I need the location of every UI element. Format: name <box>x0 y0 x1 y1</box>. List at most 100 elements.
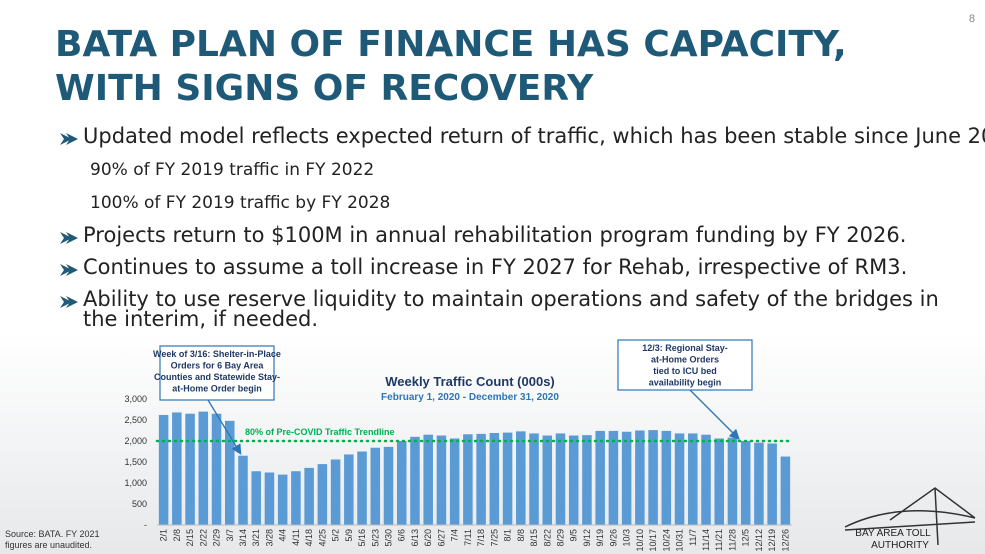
bullet-text: Projects return to $100M in annual rehab… <box>83 223 906 247</box>
annotation-text: availability begin <box>649 378 722 388</box>
bar <box>489 433 500 525</box>
annotation-text: Week of 3/16: Shelter-in-Place <box>153 349 281 359</box>
x-tick-label: 8/15 <box>529 529 539 547</box>
x-tick-label: 3/28 <box>264 529 274 547</box>
bar <box>410 436 420 525</box>
x-tick-label: 9/5 <box>569 529 579 542</box>
bar <box>224 420 235 525</box>
bar <box>476 433 486 525</box>
bar <box>291 471 301 525</box>
title: BATA PLAN OF FINANCE HAS CAPACITY, <box>55 24 847 65</box>
x-tick-label: 8/8 <box>516 529 526 542</box>
x-tick-label: 9/12 <box>582 529 592 547</box>
x-tick-label: 2/8 <box>172 529 182 542</box>
bar <box>277 474 288 525</box>
bar <box>357 451 367 525</box>
x-tick-label: 2/1 <box>159 529 169 542</box>
page-number: 8 <box>969 13 975 25</box>
bar <box>198 411 209 525</box>
x-tick-label: 2/22 <box>198 529 208 547</box>
x-tick-label: 7/25 <box>489 529 499 547</box>
bullet-icon <box>60 296 78 308</box>
sub-bullet-text: 90% of FY 2019 traffic in FY 2022 <box>90 160 374 180</box>
bar <box>780 456 791 525</box>
x-tick-label: 10/3 <box>622 529 632 547</box>
bar <box>701 434 711 525</box>
bar <box>317 464 328 525</box>
bar <box>449 438 460 525</box>
bar <box>688 433 698 525</box>
bar <box>463 434 473 525</box>
x-tick-label: 5/16 <box>357 529 367 547</box>
annotation-text: Orders for 6 Bay Area <box>171 361 265 371</box>
bar <box>264 472 275 525</box>
bar <box>568 435 579 525</box>
x-tick-label: 8/29 <box>555 529 565 547</box>
x-tick-label: 5/2 <box>331 529 341 542</box>
x-tick-label: 10/31 <box>675 529 685 552</box>
y-tick-label: 2,000 <box>124 436 147 446</box>
bar <box>436 435 447 525</box>
x-tick-label: 9/26 <box>608 529 618 547</box>
bar <box>185 413 195 525</box>
annotation-box <box>617 339 753 391</box>
y-tick-label: 2,500 <box>124 415 147 425</box>
bullet-text: Ability to use reserve liquidity to main… <box>83 287 939 311</box>
x-tick-label: 6/6 <box>397 529 407 542</box>
x-tick-label: 6/13 <box>410 529 420 547</box>
bar <box>635 430 645 525</box>
bar <box>621 431 632 525</box>
annotation-arrow <box>689 389 740 440</box>
bar <box>727 437 738 525</box>
bar <box>251 471 261 525</box>
bullet-icon <box>60 232 78 244</box>
x-tick-label: 4/25 <box>317 529 327 547</box>
bar <box>714 438 725 525</box>
bar <box>396 441 407 525</box>
bar <box>383 446 394 525</box>
x-tick-label: 11/28 <box>727 529 737 551</box>
x-tick-label: 10/24 <box>661 529 671 552</box>
x-tick-label: 11/21 <box>714 529 724 551</box>
x-tick-label: 5/30 <box>384 529 394 547</box>
x-tick-label: 2/15 <box>185 529 195 547</box>
bullet-text: Updated model reflects expected return o… <box>83 124 985 148</box>
bar <box>344 454 354 525</box>
x-tick-label: 12/26 <box>780 529 790 552</box>
trendline-label: 80% of Pre-COVID Traffic Trendline <box>245 427 395 437</box>
annotation-text: Counties and Statewide Stay- <box>154 372 280 382</box>
x-tick-label: 4/11 <box>291 529 301 546</box>
x-tick-label: 6/20 <box>423 529 433 547</box>
x-tick-label: 11/7 <box>688 529 698 546</box>
bar <box>529 433 539 525</box>
x-tick-label: 3/7 <box>225 529 235 542</box>
logo-bridge <box>844 487 976 546</box>
bar <box>674 433 685 525</box>
x-tick-label: 2/29 <box>212 529 222 547</box>
x-tick-label: 10/10 <box>635 529 645 552</box>
x-tick-label: 8/1 <box>503 529 513 542</box>
annotation-text: at-Home Order begin <box>172 384 262 394</box>
chart-subtitle: February 1, 2020 - December 31, 2020 <box>381 392 559 403</box>
bar <box>595 430 605 525</box>
bar <box>767 443 777 525</box>
bar <box>211 413 222 525</box>
x-tick-label: 3/14 <box>238 529 248 547</box>
x-tick-label: 4/18 <box>304 529 314 547</box>
annotation-arrow <box>207 399 242 455</box>
x-tick-label: 7/18 <box>476 529 486 547</box>
source: Source: BATA. FY 2021 <box>5 529 100 539</box>
x-tick-label: 12/19 <box>767 529 777 552</box>
y-tick-label: 500 <box>132 499 147 509</box>
y-tick-label: - <box>144 520 147 530</box>
bar <box>740 441 751 525</box>
bar <box>608 430 619 525</box>
bullet-text: Continues to assume a toll increase in F… <box>83 255 907 279</box>
bar <box>754 442 764 525</box>
x-tick-label: 12/5 <box>741 529 751 547</box>
x-tick-label: 9/19 <box>595 529 605 547</box>
annotation-text: 12/3: Regional Stay- <box>642 343 728 353</box>
bar <box>502 432 513 525</box>
bar <box>661 430 672 525</box>
